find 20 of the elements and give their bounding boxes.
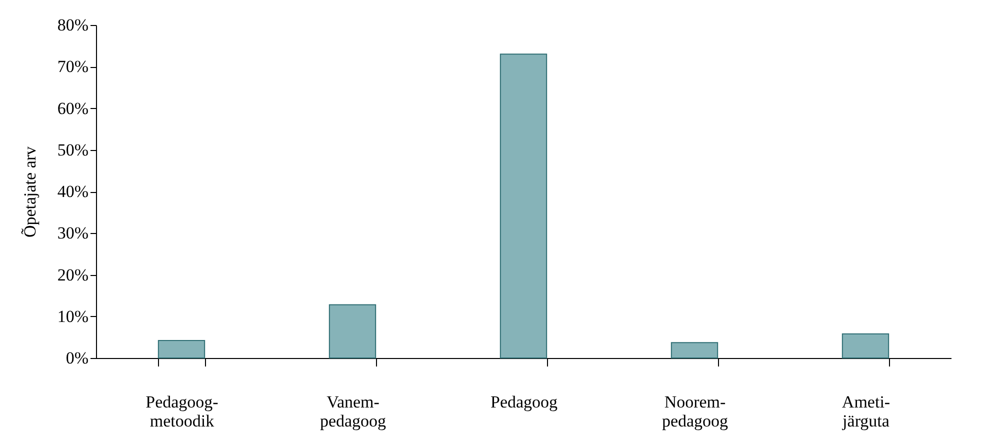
y-tick-label: 50% [57, 140, 88, 160]
y-axis-title: Õpetajate arv [20, 146, 40, 238]
x-tick-label: Vanem-pedagoog [320, 392, 387, 430]
y-tick-label: 40% [57, 182, 88, 201]
y-tick-label: 0% [66, 348, 88, 368]
y-tick-label: 60% [57, 98, 88, 118]
x-tick-label: Pedagoog-metoodik [146, 392, 219, 430]
x-tick-label: Ameti-järguta [842, 392, 890, 430]
bar [670, 342, 718, 358]
y-tick-label: 70% [57, 57, 88, 76]
x-tick-label: Pedagoog [490, 392, 558, 412]
bar [500, 54, 548, 358]
bar [328, 304, 376, 358]
y-tick-label: 20% [57, 265, 88, 284]
bar [842, 333, 890, 358]
x-tick-label: Noorem-pedagoog [662, 392, 729, 430]
y-tick-label: 80% [57, 16, 88, 34]
y-tick-label: 10% [57, 306, 88, 326]
y-tick-label: 30% [57, 224, 88, 243]
bar [158, 340, 206, 358]
